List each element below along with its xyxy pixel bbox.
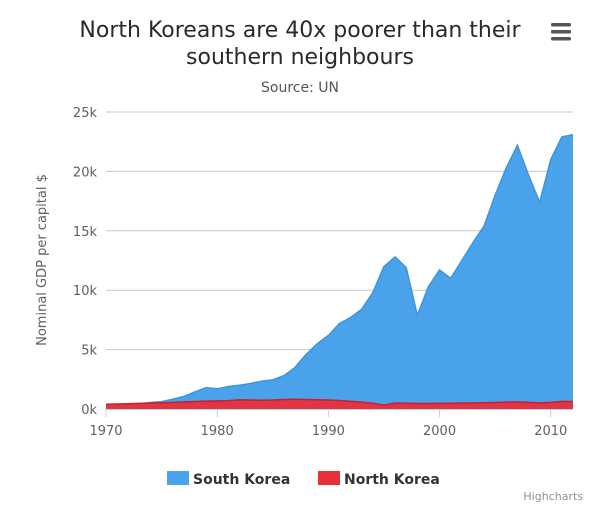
legend-item-south-korea[interactable]: South Korea [167,471,290,488]
line-north-korea [105,398,574,406]
x-tick-label: 2000 [423,424,456,439]
legend: South Korea North Korea [167,471,440,488]
y-tick-label: 5k [81,344,97,359]
y-tick-label: 15k [73,225,98,240]
line-south-korea [105,133,574,407]
legend-swatch-south-korea [167,471,189,485]
hamburger-menu-icon [551,23,571,41]
area-south-korea[interactable] [106,134,573,409]
legend-item-north-korea[interactable]: North Korea [318,471,440,488]
y-tick-label: 20k [73,165,98,180]
y-tick-label: 10k [73,284,98,299]
y-tick-label: 0k [81,403,97,418]
axes: 0k 5k 10k 15k 20k 25k 1970 1980 1990 2000 2010 [73,106,573,439]
x-tick-label: 1970 [89,424,122,439]
chart-subtitle: Source: UN [261,80,339,96]
chart-title-line-2: southern neighbours [186,45,414,70]
legend-label-north-korea: North Korea [344,472,440,488]
chart-title-line-1: North Koreans are 40x poorer than their [79,18,521,43]
context-menu-button[interactable] [546,18,576,44]
credits-link[interactable]: Highcharts [523,490,583,503]
x-tick-label: 1990 [312,424,345,439]
x-tick-label: 2010 [534,424,567,439]
x-tick-label: 1980 [201,424,234,439]
y-axis-label: Nominal GDP per capital $ [35,174,50,346]
area-north-korea[interactable] [106,399,573,409]
legend-label-south-korea: South Korea [193,472,290,488]
series-areas [105,133,574,409]
legend-swatch-north-korea [318,471,340,485]
y-tick-label: 25k [73,106,98,121]
